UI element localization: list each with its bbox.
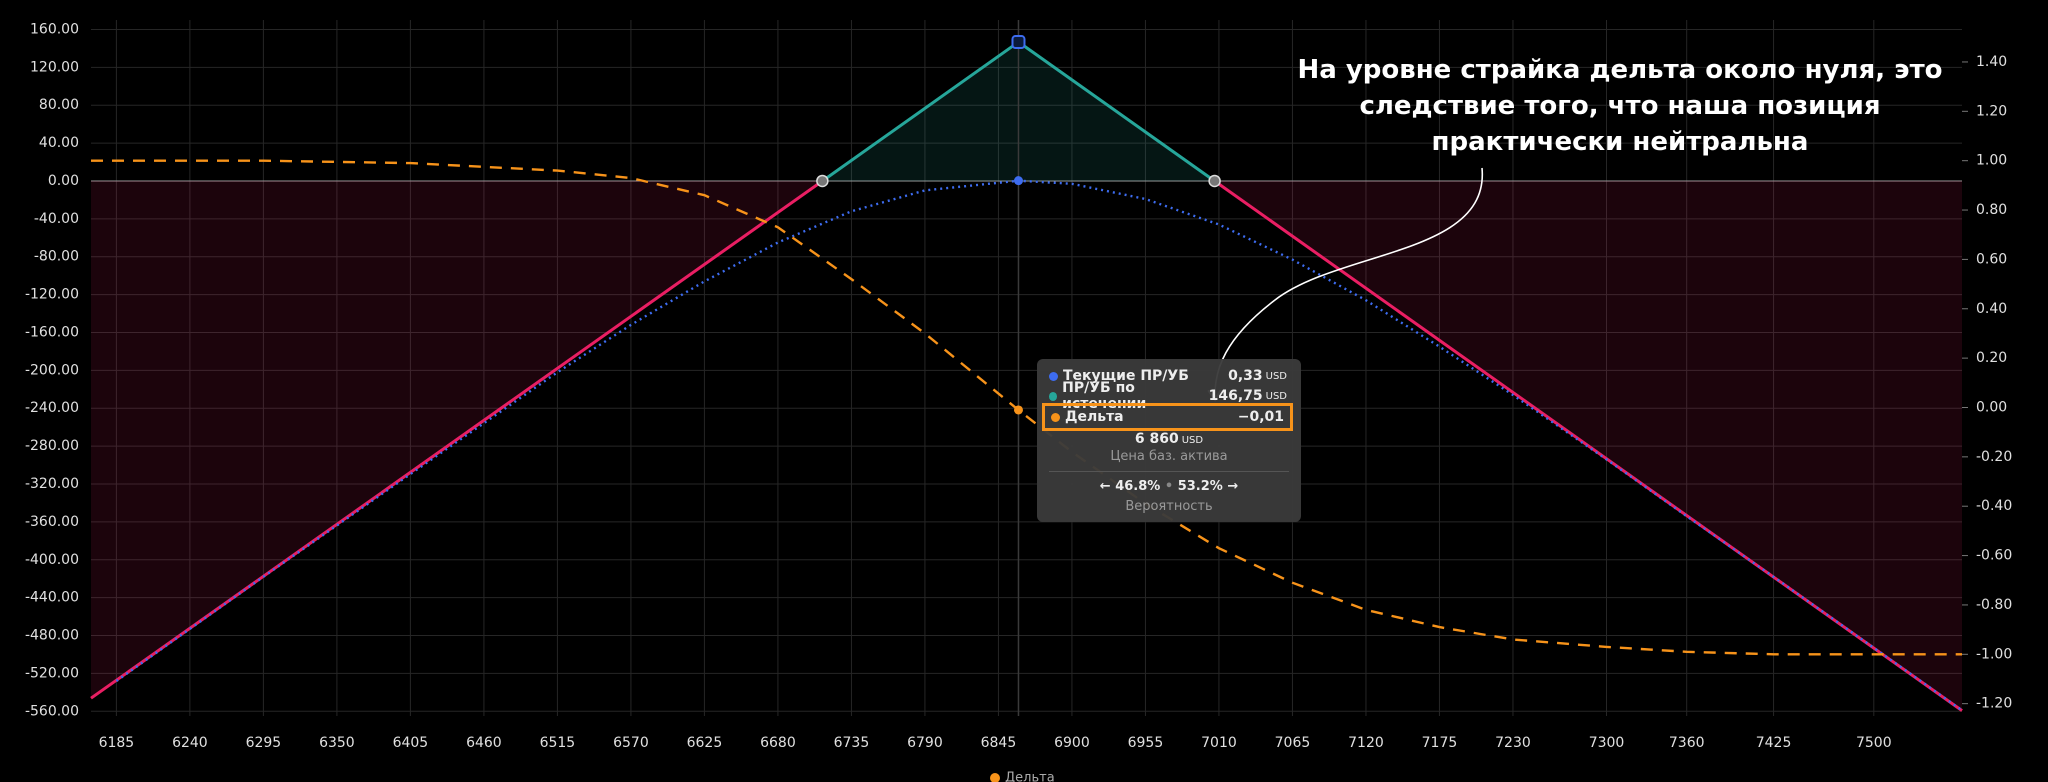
x-tick-label: 7360 [1669,735,1705,751]
peak-point [1011,35,1026,50]
tooltip-row: Дельта −0,01 [1042,403,1293,431]
tooltip-unit: USD [1265,390,1287,402]
hover-point [1013,405,1023,415]
y2-tick-label: -1.20 [1976,696,2012,712]
x-tick-label: 6955 [1128,735,1164,751]
y2-tick-label: 1.20 [1976,103,2007,119]
x-tick-label: 6570 [613,735,649,751]
y2-tick-label: 0.00 [1976,399,2007,415]
separator [1049,471,1289,472]
annotation-line: следствие того, что наша позиция [1359,91,1881,121]
breakeven-point [1208,174,1221,188]
y2-tick-label: 0.40 [1976,301,2007,317]
y-tick-label: -120.00 [25,287,79,303]
price-label: Цена баз. актива [1110,449,1228,464]
y-tick-label: -360.00 [25,514,79,530]
x-tick-label: 7230 [1495,735,1531,751]
tooltip-value: 0,33 [1228,368,1263,384]
tooltip-dot [1051,412,1060,422]
series-line [115,179,1963,712]
x-tick-label: 7010 [1201,735,1237,751]
x-tick-label: 6625 [687,735,723,751]
y-tick-label: -80.00 [34,249,79,265]
x-tick-label: 6240 [172,735,208,751]
y2-tick-label: -0.60 [1976,548,2012,564]
hover-point [1013,176,1023,186]
y-tick-label: 40.00 [39,135,79,151]
price-unit: USD [1181,435,1204,446]
tooltip-dot [1049,371,1058,381]
prob-left: 46.8% [1115,479,1161,494]
y-tick-label: 160.00 [30,21,79,37]
tooltip-label: Дельта [1065,409,1124,425]
y2-tick-label: 0.20 [1976,350,2007,366]
y-tick-label: -400.00 [25,552,79,568]
series-line [91,159,1962,656]
legend-label: Дельта [1005,771,1055,782]
tooltip-price: 6 860 USD [1037,431,1301,447]
x-tick-label: 6185 [99,735,135,751]
x-tick-label: 7065 [1275,735,1311,751]
x-tick-label: 6405 [393,735,429,751]
probability: ← 46.8% • 53.2% → [1099,479,1239,494]
tooltip-value: −0,01 [1237,409,1284,425]
y-tick-label: -240.00 [25,400,79,416]
x-tick-label: 6900 [1054,735,1090,751]
tooltip-unit: USD [1265,370,1287,382]
x-tick-label: 7120 [1348,735,1384,751]
x-tick-label: 6845 [981,735,1017,751]
y-tick-label: -480.00 [25,628,79,644]
x-tick-label: 6295 [246,735,282,751]
annotation: На уровне страйка дельта около нуля, это… [1240,52,2000,160]
y2-tick-label: 0.60 [1976,251,2007,267]
y2-tick-label: 1.40 [1976,54,2007,70]
annotation-line: практически нейтральна [1431,127,1809,157]
area-fill [91,42,1962,711]
tooltip-row: Текущие ПР/УБ 0,33 USD [1049,366,1287,386]
x-tick-label: 6680 [760,735,796,751]
y2-tick-label: -1.00 [1976,646,2012,662]
y2-tick-label: -0.40 [1976,498,2012,514]
breakeven-point [816,174,829,188]
y-tick-label: -520.00 [25,665,79,681]
tooltip-value: 146,75 [1208,388,1263,404]
x-tick-label: 6790 [907,735,943,751]
x-tick-label: 7175 [1422,735,1458,751]
y-tick-label: -560.00 [25,703,79,719]
y-tick-label: 0.00 [48,173,79,189]
x-tick-label: 7300 [1589,735,1625,751]
y2-tick-label: -0.80 [1976,597,2012,613]
x-tick-label: 7500 [1856,735,1892,751]
tooltip-dot [1049,391,1058,401]
y-tick-label: 120.00 [30,59,79,75]
x-tick-label: 6460 [466,735,502,751]
y-tick-label: -320.00 [25,476,79,492]
prob-right: 53.2% [1177,479,1223,494]
y-tick-label: -160.00 [25,324,79,340]
y-tick-label: 80.00 [39,97,79,113]
x-tick-label: 7425 [1756,735,1792,751]
y2-tick-label: 0.80 [1976,202,2007,218]
legend-dot [990,773,1000,782]
prob-label: Вероятность [1125,499,1213,514]
y-tick-label: -280.00 [25,438,79,454]
y-tick-label: -200.00 [25,362,79,378]
y2-tick-label: 1.00 [1976,153,2007,169]
y-tick-label: -40.00 [34,211,79,227]
x-tick-label: 6515 [540,735,576,751]
tooltip: Текущие ПР/УБ 0,33 USD ПР/УБ по истечении 1… [1037,359,1301,522]
y-tick-label: -440.00 [25,590,79,606]
x-tick-label: 6350 [319,735,355,751]
y2-tick-label: -0.20 [1976,449,2012,465]
annotation-line: На уровне страйка дельта около нуля, это [1297,55,1943,85]
x-tick-label: 6735 [834,735,870,751]
price-value: 6 860 [1134,431,1179,447]
tooltip-row: ПР/УБ по истечении 146,75 USD [1049,380,1287,412]
tooltip-label: Текущие ПР/УБ [1063,368,1189,384]
